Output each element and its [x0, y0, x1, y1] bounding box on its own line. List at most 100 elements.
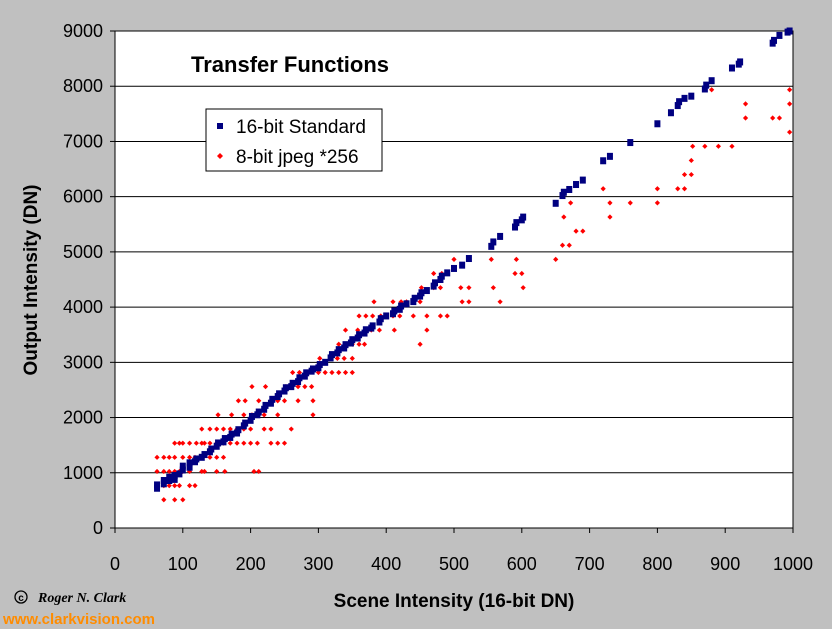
- point-8bit-jpeg: [356, 313, 362, 319]
- point-8bit-jpeg: [334, 355, 340, 361]
- point-8bit-jpeg: [553, 256, 559, 262]
- point-8bit-jpeg: [275, 412, 281, 418]
- y-tick-label: 9000: [63, 21, 103, 41]
- point-8bit-jpeg: [566, 242, 572, 248]
- point-8bit-jpeg: [371, 299, 377, 305]
- point-16bit-standard: [579, 176, 586, 184]
- point-8bit-jpeg: [268, 440, 274, 446]
- point-8bit-jpeg: [787, 129, 793, 135]
- point-16bit-standard: [176, 470, 183, 478]
- point-8bit-jpeg: [199, 468, 205, 475]
- point-8bit-jpeg: [654, 200, 660, 206]
- website-url: www.clarkvision.com: [2, 611, 155, 628]
- point-8bit-jpeg: [290, 369, 296, 376]
- point-8bit-jpeg: [356, 341, 362, 347]
- point-16bit-standard: [179, 462, 186, 470]
- point-8bit-jpeg: [490, 285, 496, 291]
- point-16bit-standard: [606, 152, 613, 160]
- point-16bit-standard: [654, 120, 661, 128]
- point-8bit-jpeg: [342, 327, 349, 333]
- point-8bit-jpeg: [172, 497, 178, 503]
- point-16bit-standard: [681, 94, 688, 102]
- point-16bit-standard: [362, 326, 369, 334]
- x-tick-label: 0: [110, 554, 120, 574]
- point-8bit-jpeg: [227, 440, 233, 446]
- point-8bit-jpeg: [172, 440, 178, 446]
- point-16bit-standard: [179, 466, 186, 474]
- plot-area: [114, 30, 794, 529]
- point-8bit-jpeg: [268, 426, 274, 432]
- point-16bit-standard: [451, 264, 457, 272]
- point-8bit-jpeg: [361, 341, 368, 347]
- point-16bit-standard: [235, 426, 242, 434]
- point-8bit-jpeg: [444, 313, 450, 319]
- point-8bit-jpeg: [568, 200, 574, 206]
- point-8bit-jpeg: [654, 186, 660, 192]
- point-16bit-standard: [418, 289, 425, 297]
- point-16bit-standard: [295, 378, 302, 386]
- point-8bit-jpeg: [199, 426, 205, 432]
- point-8bit-jpeg: [702, 143, 708, 149]
- point-8bit-jpeg: [310, 412, 316, 418]
- point-8bit-jpeg: [154, 454, 160, 460]
- point-8bit-jpeg: [418, 285, 425, 291]
- x-tick-label: 500: [439, 554, 469, 574]
- point-16bit-standard: [215, 439, 222, 447]
- point-8bit-jpeg: [180, 454, 186, 460]
- point-16bit-standard: [267, 399, 274, 407]
- legend-label-8bit: 8-bit jpeg *256: [236, 147, 359, 168]
- point-8bit-jpeg: [186, 454, 193, 460]
- point-16bit-standard: [171, 472, 178, 480]
- point-16bit-standard: [600, 157, 607, 165]
- x-tick-label: 400: [371, 554, 401, 574]
- point-16bit-standard: [262, 401, 269, 409]
- point-16bit-standard: [322, 358, 329, 366]
- point-16bit-standard: [186, 459, 193, 467]
- copyright-symbol: c: [18, 593, 24, 604]
- point-16bit-standard: [193, 455, 200, 463]
- point-16bit-standard: [728, 64, 735, 72]
- point-8bit-jpeg: [302, 384, 308, 390]
- point-8bit-jpeg: [207, 426, 213, 432]
- point-8bit-jpeg: [172, 454, 178, 460]
- point-8bit-jpeg: [295, 398, 301, 404]
- point-8bit-jpeg: [281, 398, 288, 404]
- point-8bit-jpeg: [370, 313, 376, 319]
- y-tick-label: 2000: [63, 408, 103, 428]
- y-tick-label: 0: [93, 518, 103, 538]
- point-8bit-jpeg: [315, 369, 321, 376]
- point-16bit-standard: [398, 302, 405, 310]
- legend-marker-8bit: [217, 153, 223, 159]
- point-8bit-jpeg: [488, 256, 494, 262]
- point-16bit-standard: [403, 300, 410, 308]
- point-8bit-jpeg: [234, 440, 240, 446]
- point-8bit-jpeg: [166, 482, 172, 489]
- chart-title: Transfer Functions: [191, 52, 389, 77]
- point-8bit-jpeg: [222, 468, 228, 475]
- legend-box: [205, 108, 383, 172]
- point-16bit-standard: [411, 294, 418, 302]
- point-16bit-standard: [391, 307, 398, 315]
- point-8bit-jpeg: [349, 355, 355, 361]
- point-16bit-standard: [490, 238, 497, 246]
- point-16bit-standard: [513, 219, 520, 227]
- y-tick-label: 6000: [63, 187, 103, 207]
- point-8bit-jpeg: [397, 313, 403, 319]
- point-8bit-jpeg: [180, 440, 186, 446]
- point-16bit-standard: [465, 255, 472, 263]
- point-16bit-standard: [573, 181, 580, 189]
- point-8bit-jpeg: [317, 355, 323, 361]
- point-8bit-jpeg: [248, 426, 254, 432]
- x-tick-label: 1000: [773, 554, 813, 574]
- point-8bit-jpeg: [329, 369, 335, 376]
- point-8bit-jpeg: [220, 426, 227, 432]
- x-tick-label: 900: [710, 554, 740, 574]
- point-16bit-standard: [627, 139, 634, 147]
- point-8bit-jpeg: [600, 186, 606, 192]
- point-8bit-jpeg: [729, 143, 735, 149]
- point-8bit-jpeg: [336, 341, 342, 347]
- point-8bit-jpeg: [459, 299, 465, 305]
- point-8bit-jpeg: [227, 426, 233, 432]
- point-16bit-standard: [369, 322, 376, 330]
- point-16bit-standard: [328, 351, 335, 359]
